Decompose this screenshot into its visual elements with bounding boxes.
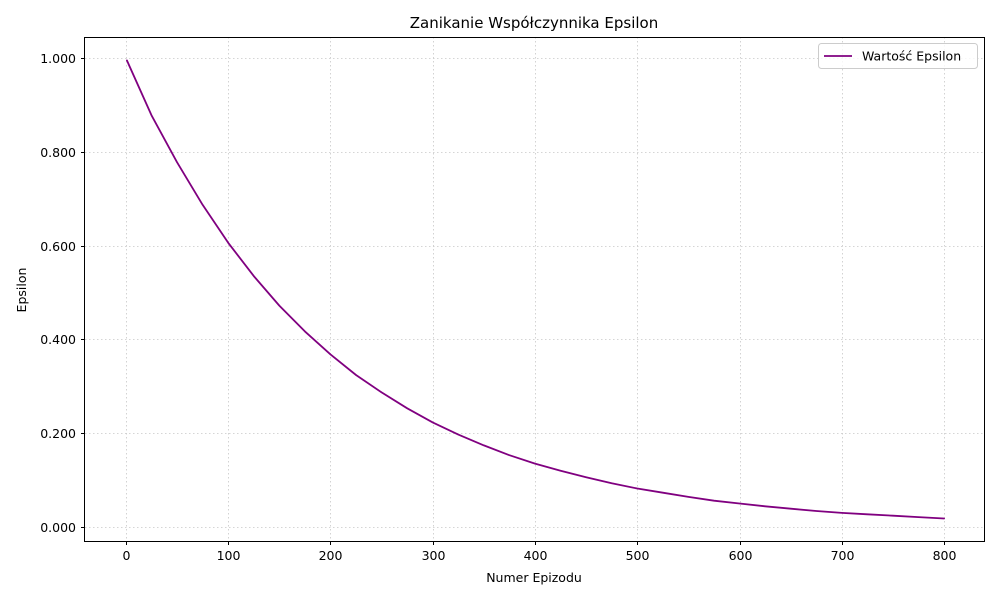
- y-axis-label: Epsilon: [14, 268, 29, 313]
- y-tick-label: 0.800: [40, 145, 76, 160]
- series-layer: [126, 59, 945, 520]
- legend-box: [818, 43, 978, 69]
- ticks-layer: 0 100 200 300 400 500 600 700 800 0.000 0.200 0.400…: [40, 51, 956, 563]
- chart-title: Zanikanie Współczynnika Epsilon: [410, 14, 658, 32]
- x-tick-label: 0: [123, 548, 131, 563]
- x-tick-label: 600: [729, 548, 753, 563]
- x-axis-label: Numer Epizodu: [486, 570, 582, 585]
- y-tick-label: 0.400: [40, 332, 76, 347]
- x-tick-label: 300: [422, 548, 446, 563]
- y-tick-label: 0.200: [40, 426, 76, 441]
- y-tick-label: 0.000: [40, 520, 76, 535]
- y-tick-label: 1.000: [40, 51, 76, 66]
- legend-label: Wartość Epsilon: [862, 49, 961, 64]
- x-tick-label: 500: [626, 548, 650, 563]
- x-tick-label: 400: [524, 548, 548, 563]
- y-tick-label: 0.600: [40, 239, 76, 254]
- series-line-epsilon: [126, 59, 945, 520]
- x-tick-label: 800: [933, 548, 957, 563]
- legend: Wartość Epsilon: [818, 43, 978, 69]
- x-tick-label: 100: [217, 548, 241, 563]
- plot-area-frame: [84, 37, 985, 542]
- x-tick-label: 200: [319, 548, 343, 563]
- x-tick-label: 700: [831, 548, 855, 563]
- grid-layer: [85, 37, 985, 541]
